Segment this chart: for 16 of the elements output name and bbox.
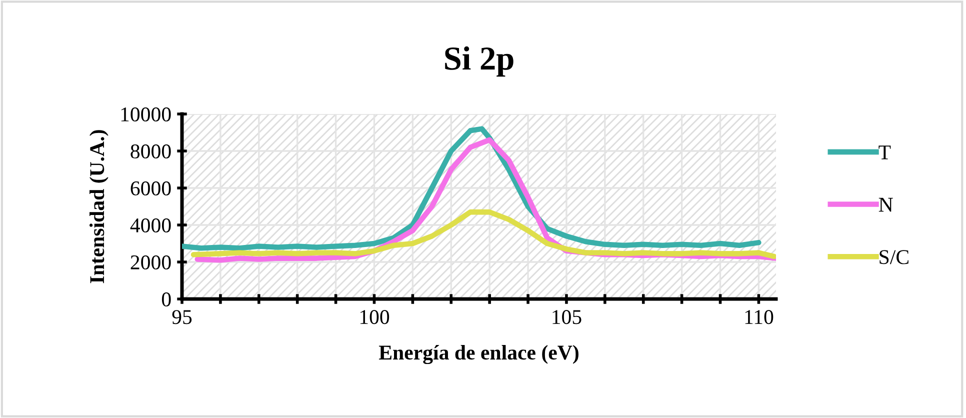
y-tick-label: 2000 (130, 255, 171, 270)
y-tick-label: 6000 (130, 181, 171, 196)
x-tick-label: 105 (552, 310, 582, 324)
y-tick-label: 0 (162, 292, 171, 306)
x-tick-label: 100 (360, 310, 390, 324)
legend-label: S/C (880, 250, 908, 264)
y-tick-label: 4000 (130, 218, 171, 232)
chart-title: Si 2p (445, 46, 514, 77)
y-tick-label: 10000 (121, 107, 171, 122)
x-axis-title: Energía de enlace (eV) (378, 344, 578, 364)
x-tick-label: 110 (745, 310, 774, 324)
x-tick-label: 95 (172, 310, 192, 324)
legend-label: N (878, 198, 893, 212)
legend-label: T (878, 146, 891, 160)
y-tick-label: 8000 (130, 144, 171, 158)
y-axis-title: Intensidad (U.A.) (89, 130, 108, 284)
